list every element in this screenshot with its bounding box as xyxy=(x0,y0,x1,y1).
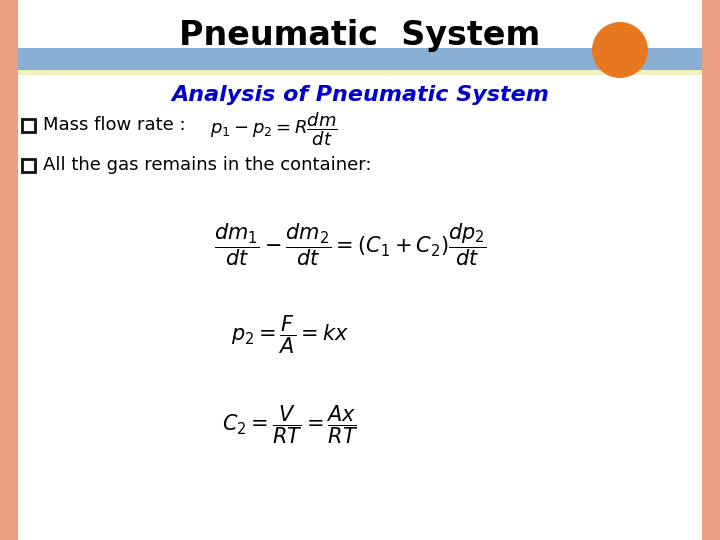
Text: All the gas remains in the container:: All the gas remains in the container: xyxy=(43,157,372,174)
Bar xyxy=(18,48,702,70)
Text: Pneumatic  System: Pneumatic System xyxy=(179,18,541,51)
Circle shape xyxy=(592,22,648,78)
Bar xyxy=(22,119,35,132)
Text: $p_1 - p_2 = R\dfrac{dm}{dt}$: $p_1 - p_2 = R\dfrac{dm}{dt}$ xyxy=(210,111,338,148)
Text: Analysis of Pneumatic System: Analysis of Pneumatic System xyxy=(171,85,549,105)
Bar xyxy=(18,70,702,75)
Text: $C_2 = \dfrac{V}{RT} = \dfrac{Ax}{RT}$: $C_2 = \dfrac{V}{RT} = \dfrac{Ax}{RT}$ xyxy=(222,404,358,446)
Bar xyxy=(22,159,35,172)
Bar xyxy=(0,0,18,540)
Bar xyxy=(702,0,720,540)
Text: $\dfrac{dm_1}{dt} - \dfrac{dm_2}{dt} = (C_1 + C_2)\dfrac{dp_2}{dt}$: $\dfrac{dm_1}{dt} - \dfrac{dm_2}{dt} = (… xyxy=(214,222,486,268)
Text: Mass flow rate :: Mass flow rate : xyxy=(43,117,192,134)
Text: $p_2 = \dfrac{F}{A} = kx$: $p_2 = \dfrac{F}{A} = kx$ xyxy=(231,314,349,356)
